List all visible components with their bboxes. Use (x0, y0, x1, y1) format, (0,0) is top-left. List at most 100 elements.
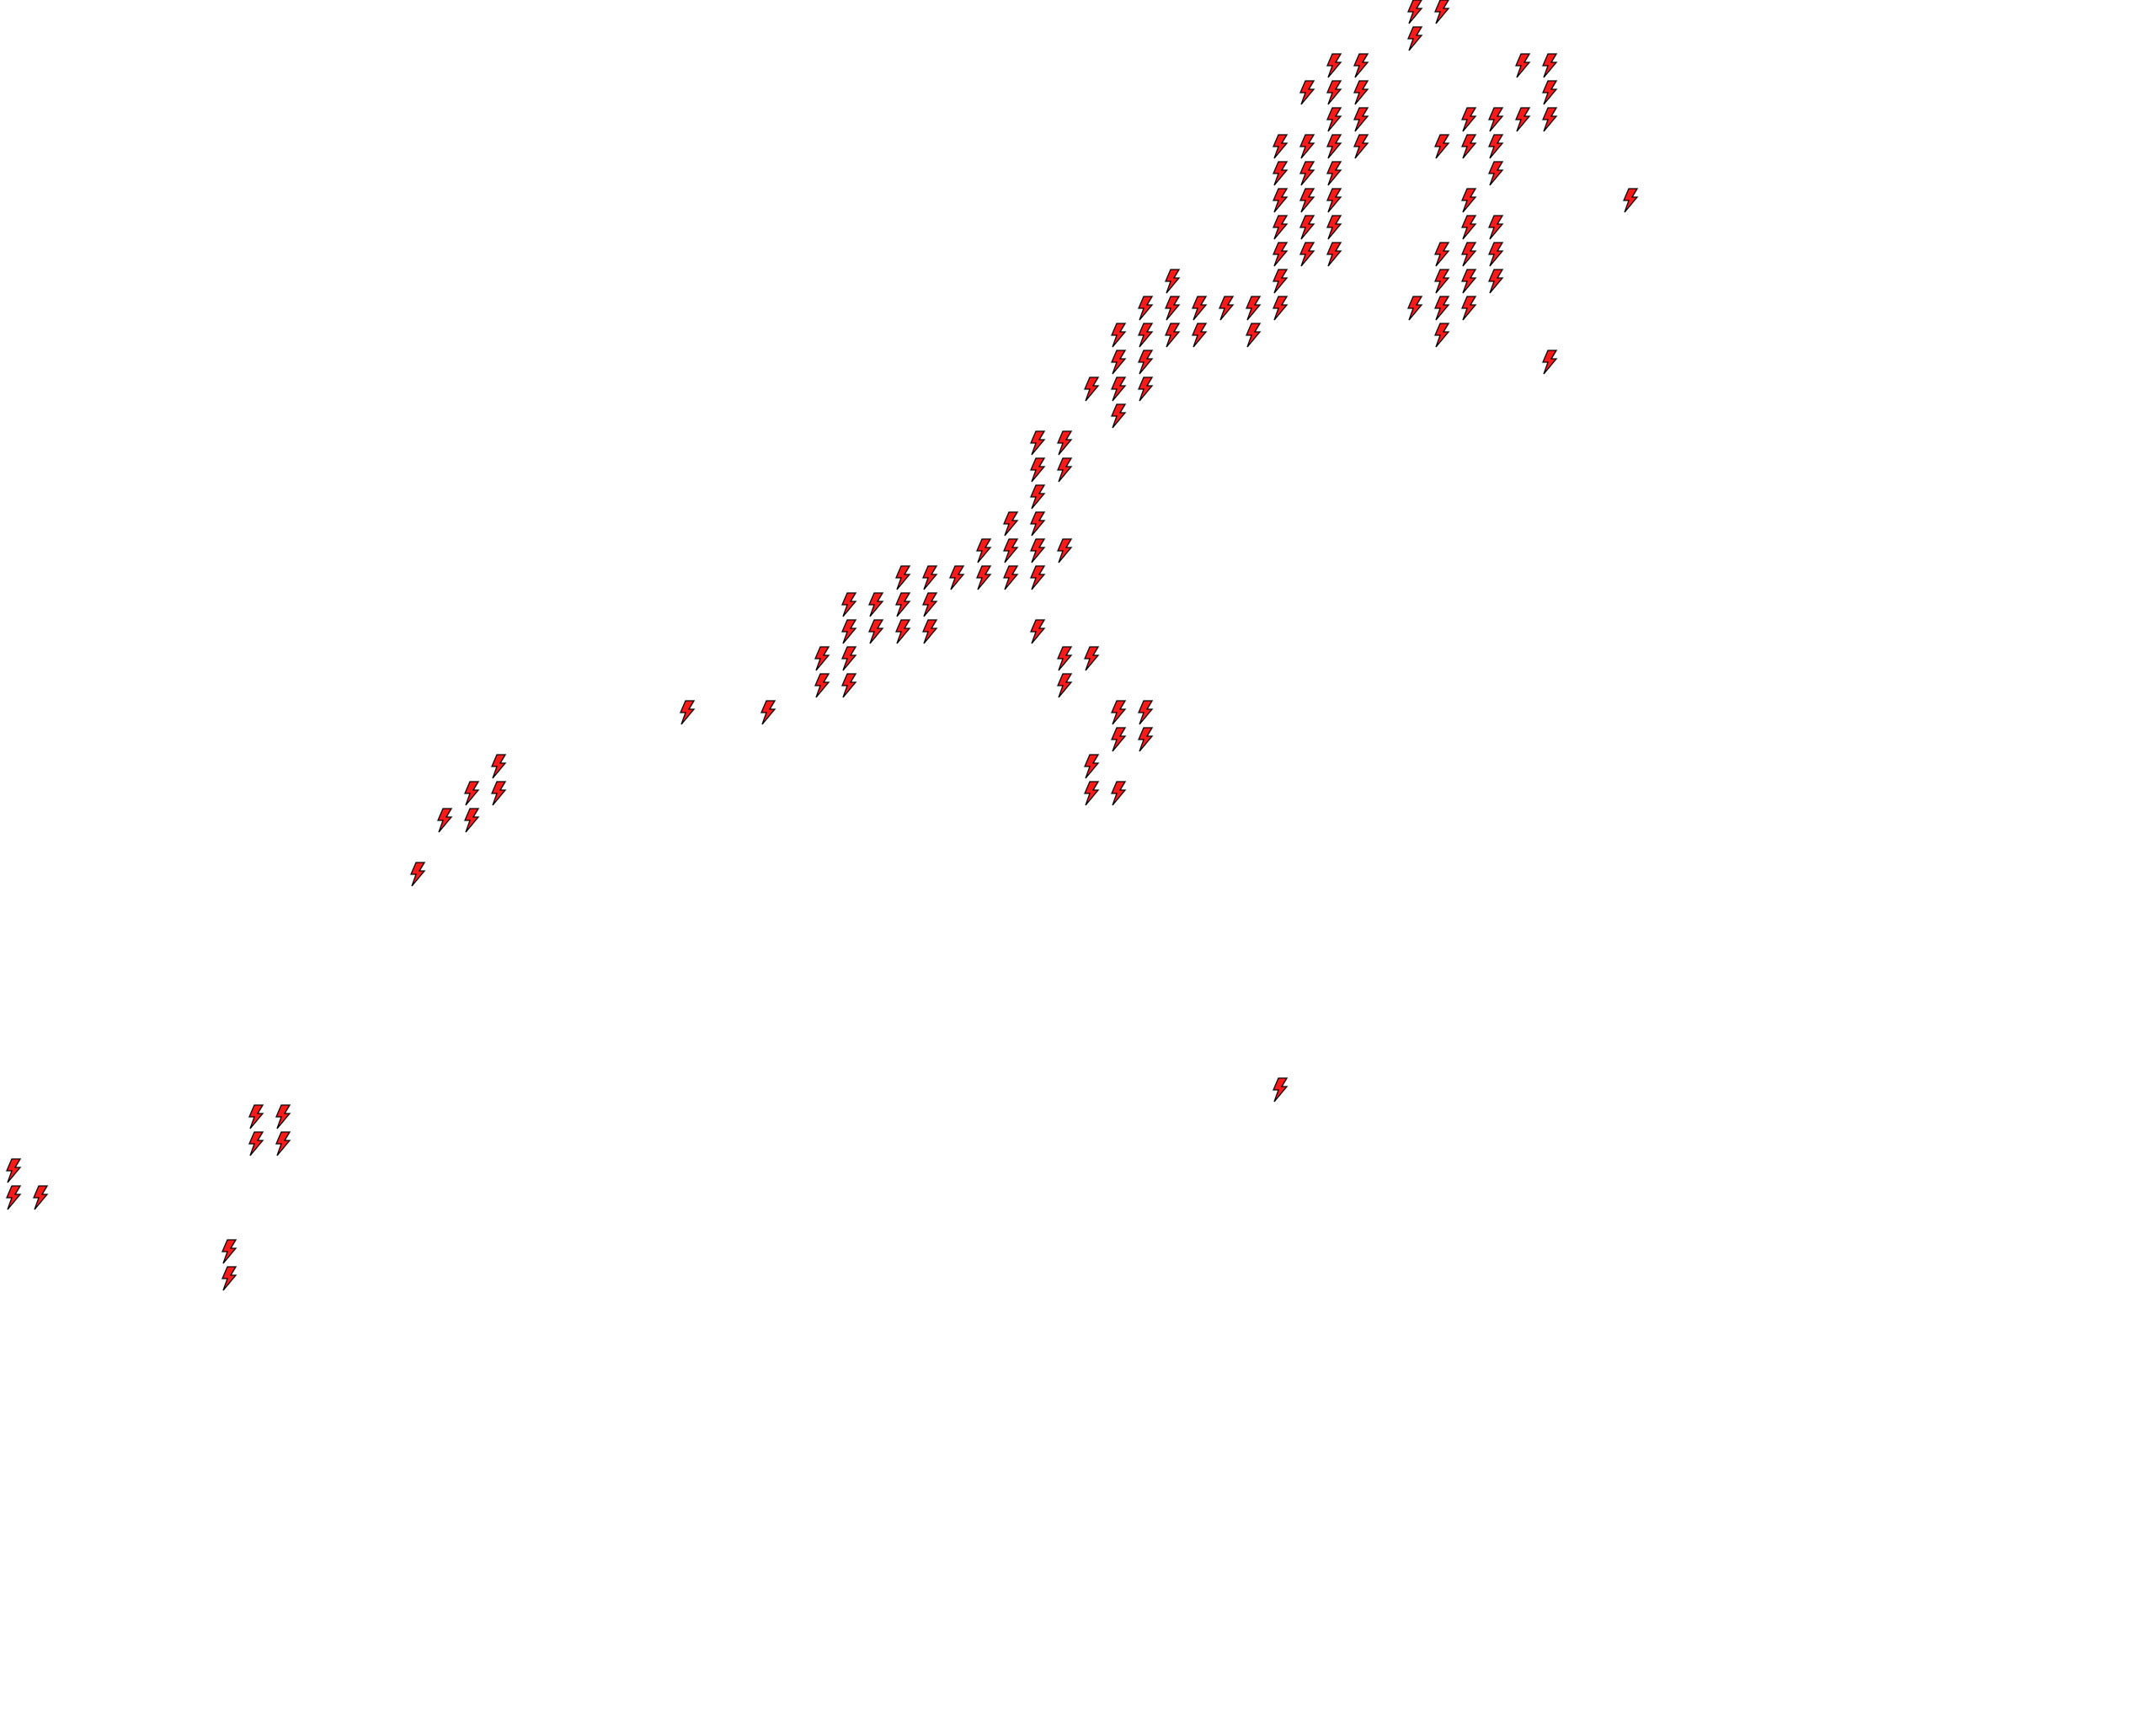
map-marker[interactable] (948, 565, 965, 590)
map-marker[interactable] (975, 565, 992, 590)
map-marker[interactable] (1460, 134, 1477, 159)
map-marker[interactable] (1110, 403, 1127, 429)
map-marker[interactable] (679, 700, 696, 725)
map-marker[interactable] (921, 592, 938, 617)
map-marker[interactable] (1433, 134, 1450, 159)
map-marker[interactable] (894, 592, 911, 617)
map-marker[interactable] (1056, 457, 1073, 483)
map-marker[interactable] (248, 1131, 264, 1156)
map-marker[interactable] (463, 808, 480, 833)
map-marker[interactable] (1487, 161, 1504, 186)
map-marker[interactable] (1460, 296, 1477, 321)
map-marker[interactable] (490, 781, 507, 806)
map-marker[interactable] (1541, 53, 1558, 78)
map-marker[interactable] (1029, 430, 1046, 456)
map-marker[interactable] (1326, 134, 1342, 159)
map-marker[interactable] (867, 592, 884, 617)
map-marker[interactable] (1218, 296, 1235, 321)
map-marker[interactable] (1272, 242, 1289, 267)
map-marker[interactable] (1433, 242, 1450, 267)
map-marker[interactable] (1002, 538, 1019, 563)
map-marker[interactable] (1164, 296, 1181, 321)
map-marker[interactable] (1406, 0, 1423, 24)
map-marker[interactable] (1326, 215, 1342, 240)
map-marker[interactable] (32, 1185, 49, 1210)
map-marker[interactable] (1299, 161, 1315, 186)
map-marker[interactable] (1056, 538, 1073, 563)
map-marker[interactable] (1433, 269, 1450, 294)
map-marker[interactable] (221, 1266, 237, 1291)
map-marker[interactable] (463, 781, 480, 806)
map-marker[interactable] (921, 619, 938, 644)
map-marker[interactable] (1353, 134, 1369, 159)
map-marker[interactable] (1029, 484, 1046, 510)
map-marker[interactable] (1353, 107, 1369, 132)
map-marker[interactable] (1029, 538, 1046, 563)
map-marker[interactable] (1272, 215, 1289, 240)
map-marker[interactable] (1487, 242, 1504, 267)
map-marker[interactable] (1272, 134, 1289, 159)
map-marker[interactable] (1299, 215, 1315, 240)
map-marker[interactable] (1110, 350, 1127, 375)
map-marker[interactable] (1406, 26, 1423, 51)
map-marker[interactable] (1083, 646, 1100, 671)
map-marker[interactable] (1487, 269, 1504, 294)
map-marker[interactable] (1191, 323, 1208, 348)
map-marker[interactable] (1164, 323, 1181, 348)
map-marker[interactable] (760, 700, 776, 725)
map-marker[interactable] (1110, 781, 1127, 806)
map-marker[interactable] (1029, 511, 1046, 537)
map-marker[interactable] (1245, 296, 1262, 321)
map-marker[interactable] (1164, 269, 1181, 294)
map-marker[interactable] (1191, 296, 1208, 321)
map-marker[interactable] (1353, 80, 1369, 105)
map-marker[interactable] (275, 1104, 291, 1130)
map-marker[interactable] (1137, 350, 1154, 375)
map-marker[interactable] (814, 673, 830, 698)
map-marker[interactable] (1326, 53, 1342, 78)
map-marker[interactable] (1110, 700, 1127, 725)
map-marker[interactable] (1299, 188, 1315, 213)
map-marker[interactable] (1541, 80, 1558, 105)
map-marker[interactable] (1272, 1077, 1289, 1103)
map-marker[interactable] (1326, 80, 1342, 105)
map-marker[interactable] (5, 1158, 22, 1183)
map-marker[interactable] (1002, 565, 1019, 590)
map-marker[interactable] (1137, 700, 1154, 725)
map-marker[interactable] (1083, 377, 1100, 402)
map-marker[interactable] (1056, 673, 1073, 698)
map-marker[interactable] (1299, 80, 1315, 105)
map-marker[interactable] (1541, 350, 1558, 375)
map-marker[interactable] (1029, 619, 1046, 644)
map-marker[interactable] (1029, 565, 1046, 590)
map-marker[interactable] (409, 862, 426, 887)
map-marker[interactable] (1299, 242, 1315, 267)
map-marker[interactable] (1487, 215, 1504, 240)
map-marker[interactable] (248, 1104, 264, 1130)
map-marker[interactable] (221, 1239, 237, 1264)
map-marker[interactable] (1137, 323, 1154, 348)
map-marker[interactable] (1083, 754, 1100, 779)
map-marker[interactable] (1487, 107, 1504, 132)
map-marker[interactable] (1245, 323, 1262, 348)
map-marker[interactable] (1056, 646, 1073, 671)
map-marker[interactable] (1460, 242, 1477, 267)
map-marker[interactable] (1110, 377, 1127, 402)
map-marker[interactable] (894, 619, 911, 644)
map-marker[interactable] (1326, 161, 1342, 186)
map-marker[interactable] (1433, 0, 1450, 24)
map-marker[interactable] (921, 565, 938, 590)
map-marker[interactable] (894, 565, 911, 590)
map-marker[interactable] (1326, 188, 1342, 213)
map-marker[interactable] (1460, 215, 1477, 240)
map-marker[interactable] (841, 646, 857, 671)
map-marker[interactable] (867, 619, 884, 644)
map-marker[interactable] (1622, 188, 1639, 213)
map-marker[interactable] (1029, 457, 1046, 483)
map-marker[interactable] (1406, 296, 1423, 321)
map-marker[interactable] (1326, 107, 1342, 132)
map-marker[interactable] (1460, 188, 1477, 213)
map-marker[interactable] (975, 538, 992, 563)
map-marker[interactable] (275, 1131, 291, 1156)
